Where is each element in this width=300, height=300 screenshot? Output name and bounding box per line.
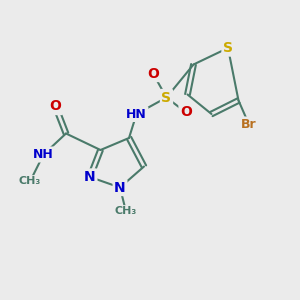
Text: S: S	[161, 91, 172, 104]
Text: CH₃: CH₃	[19, 176, 41, 187]
Text: S: S	[223, 41, 233, 55]
Text: CH₃: CH₃	[115, 206, 137, 217]
Text: O: O	[50, 100, 61, 113]
Text: HN: HN	[126, 107, 147, 121]
Text: NH: NH	[33, 148, 54, 161]
Text: O: O	[147, 67, 159, 80]
Text: N: N	[84, 170, 96, 184]
Text: O: O	[180, 106, 192, 119]
Text: Br: Br	[241, 118, 257, 131]
Text: N: N	[114, 181, 126, 194]
